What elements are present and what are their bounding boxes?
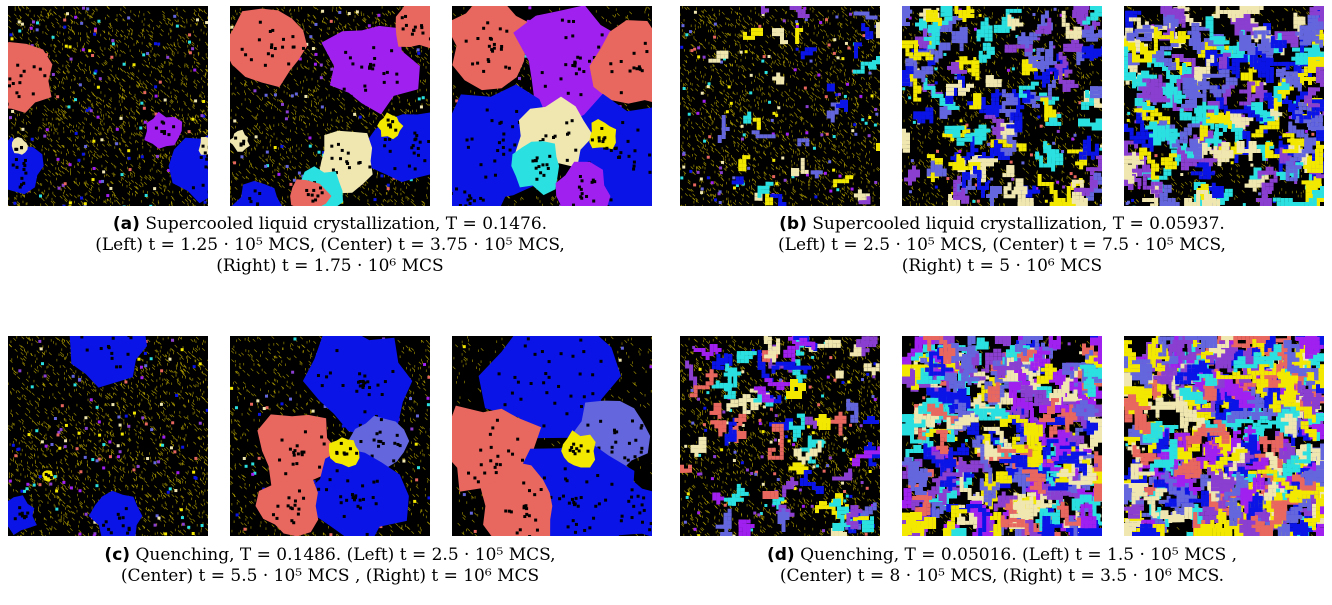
caption-b-line-3: (Right) t = 5 · 10⁶ MCS [680, 256, 1324, 277]
caption-b: (b) Supercooled liquid crystallization, … [680, 214, 1324, 277]
panel-b-center [902, 6, 1102, 206]
panel-a-right [452, 6, 652, 206]
panel-c-left [8, 336, 208, 536]
panel-b-right [1124, 6, 1324, 206]
panel-d-right [1124, 336, 1324, 536]
simulation-snapshot-d-left [680, 336, 880, 536]
caption-d-line-2: (Center) t = 8 · 10⁵ MCS, (Right) t = 3.… [680, 566, 1324, 587]
panel-d-left [680, 336, 880, 536]
simulation-snapshot-c-right [452, 336, 652, 536]
simulation-snapshot-d-center [902, 336, 1102, 536]
caption-c-tag: (c) [104, 545, 130, 565]
caption-b-line-1: (b) Supercooled liquid crystallization, … [680, 214, 1324, 235]
caption-a-line-2: (Left) t = 1.25 · 10⁵ MCS, (Center) t = … [8, 235, 652, 256]
caption-c: (c) Quenching, T = 0.1486. (Left) t = 2.… [8, 545, 652, 587]
caption-d: (d) Quenching, T = 0.05016. (Left) t = 1… [680, 545, 1324, 587]
simulation-snapshot-d-right [1124, 336, 1324, 536]
simulation-snapshot-c-left [8, 336, 208, 536]
caption-c-line-1: (c) Quenching, T = 0.1486. (Left) t = 2.… [8, 545, 652, 566]
simulation-snapshot-a-left [8, 6, 208, 206]
simulation-snapshot-b-center [902, 6, 1102, 206]
caption-a: (a) Supercooled liquid crystallization, … [8, 214, 652, 277]
panel-d-center [902, 336, 1102, 536]
panel-a-center [230, 6, 430, 206]
caption-b-line-2: (Left) t = 2.5 · 10⁵ MCS, (Center) t = 7… [680, 235, 1324, 256]
simulation-snapshot-b-left [680, 6, 880, 206]
caption-a-tag: (a) [113, 214, 140, 234]
panel-c-center [230, 336, 430, 536]
panel-c-right [452, 336, 652, 536]
caption-d-line-1: (d) Quenching, T = 0.05016. (Left) t = 1… [680, 545, 1324, 566]
simulation-snapshot-a-right [452, 6, 652, 206]
simulation-snapshot-c-center [230, 336, 430, 536]
simulation-snapshot-b-right [1124, 6, 1324, 206]
panel-a-left [8, 6, 208, 206]
simulation-snapshot-a-center [230, 6, 430, 206]
caption-a-line-1: (a) Supercooled liquid crystallization, … [8, 214, 652, 235]
caption-d-tag: (d) [767, 545, 795, 565]
panel-b-left [680, 6, 880, 206]
caption-b-tag: (b) [779, 214, 807, 234]
caption-c-line-2: (Center) t = 5.5 · 10⁵ MCS , (Right) t =… [8, 566, 652, 587]
caption-a-line-3: (Right) t = 1.75 · 10⁶ MCS [8, 256, 652, 277]
